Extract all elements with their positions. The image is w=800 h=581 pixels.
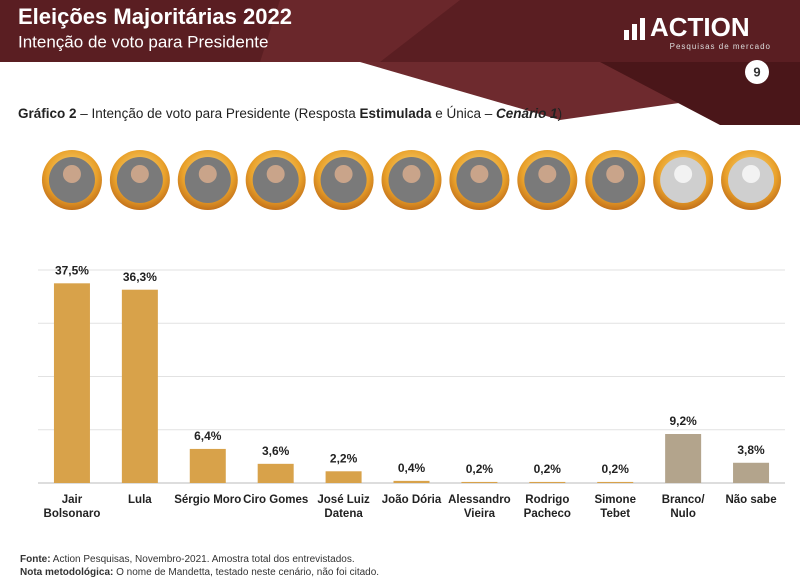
photo-head — [606, 165, 625, 183]
bar — [597, 481, 634, 483]
photos — [41, 150, 782, 210]
x-tick-label: João Dória — [381, 494, 442, 506]
bar — [189, 448, 226, 483]
caption: Gráfico 2 – Intenção de voto para Presid… — [18, 106, 562, 121]
caption-part: – Intenção de voto para Presidente (Resp… — [77, 106, 360, 121]
caption-part: Estimulada — [359, 106, 432, 121]
header-subtitle: Intenção de voto para Presidente — [18, 32, 268, 51]
x-tick-label: Branco/ Nulo — [661, 494, 705, 520]
x-tick-label: Não sabe — [725, 494, 777, 506]
bar — [325, 471, 362, 483]
photo-head — [742, 165, 761, 183]
value-label: 9,2% — [669, 414, 697, 428]
x-tick-label: Sérgio Moro — [174, 494, 242, 506]
footer-source: Fonte: Action Pesquisas, Novembro-2021. … — [20, 554, 355, 565]
footer-label: Nota metodológica: — [20, 567, 114, 578]
caption-part: ) — [558, 106, 563, 121]
logo: ACTION — [650, 12, 750, 42]
value-label: 0,2% — [602, 462, 630, 476]
value-label: 6,4% — [194, 429, 222, 443]
photo-head — [402, 165, 421, 183]
bar — [121, 289, 158, 483]
photo-head — [266, 165, 285, 183]
value-label: 0,2% — [534, 462, 562, 476]
photo-head — [674, 165, 693, 183]
photo-head — [470, 165, 489, 183]
bar — [393, 480, 430, 483]
header-band — [0, 0, 800, 125]
value-label: 3,8% — [737, 443, 765, 457]
page-number: 9 — [753, 64, 760, 79]
x-tick-label: Alessandro Vieira — [448, 494, 511, 520]
photo-head — [198, 165, 217, 183]
photo-head — [130, 165, 149, 183]
footer-note: Nota metodológica: O nome de Mandetta, t… — [20, 567, 379, 578]
photo-head — [334, 165, 353, 183]
caption-part: e Única – — [432, 106, 497, 121]
bar — [529, 481, 566, 483]
value-label: 36,3% — [123, 270, 157, 284]
value-label: 37,5% — [55, 263, 89, 277]
x-tick-label: Jair Bolsonaro — [43, 494, 101, 520]
caption-part: Cenário 1 — [496, 106, 558, 121]
value-label: 2,2% — [330, 451, 358, 465]
x-tick-label: Rodrigo Pacheco — [523, 494, 571, 520]
logo-tagline: Pesquisas de mercado — [670, 42, 771, 51]
value-label: 0,2% — [466, 462, 494, 476]
value-label: 0,4% — [398, 461, 426, 475]
page-badge — [745, 60, 769, 84]
caption-part: Gráfico 2 — [18, 106, 77, 121]
x-tick-label: Simone Tebet — [594, 494, 636, 520]
logo-icon — [624, 18, 645, 40]
photo-head — [538, 165, 557, 183]
bar — [53, 283, 90, 483]
x-tick-label: José Luiz Datena — [317, 494, 370, 520]
header-title: Eleições Majoritárias 2022 — [18, 4, 292, 29]
value-label: 3,6% — [262, 444, 290, 458]
x-tick-label: Lula — [128, 494, 152, 506]
bar — [733, 462, 770, 483]
footer-text: O nome de Mandetta, testado neste cenári… — [113, 567, 380, 578]
footer-label: Fonte: — [20, 554, 51, 565]
bar — [461, 481, 498, 483]
bar — [665, 434, 702, 483]
x-tick-label: Ciro Gomes — [243, 494, 309, 506]
photo-head — [62, 165, 81, 183]
footer-text: Action Pesquisas, Novembro-2021. Amostra… — [50, 554, 355, 565]
bar — [257, 463, 294, 483]
